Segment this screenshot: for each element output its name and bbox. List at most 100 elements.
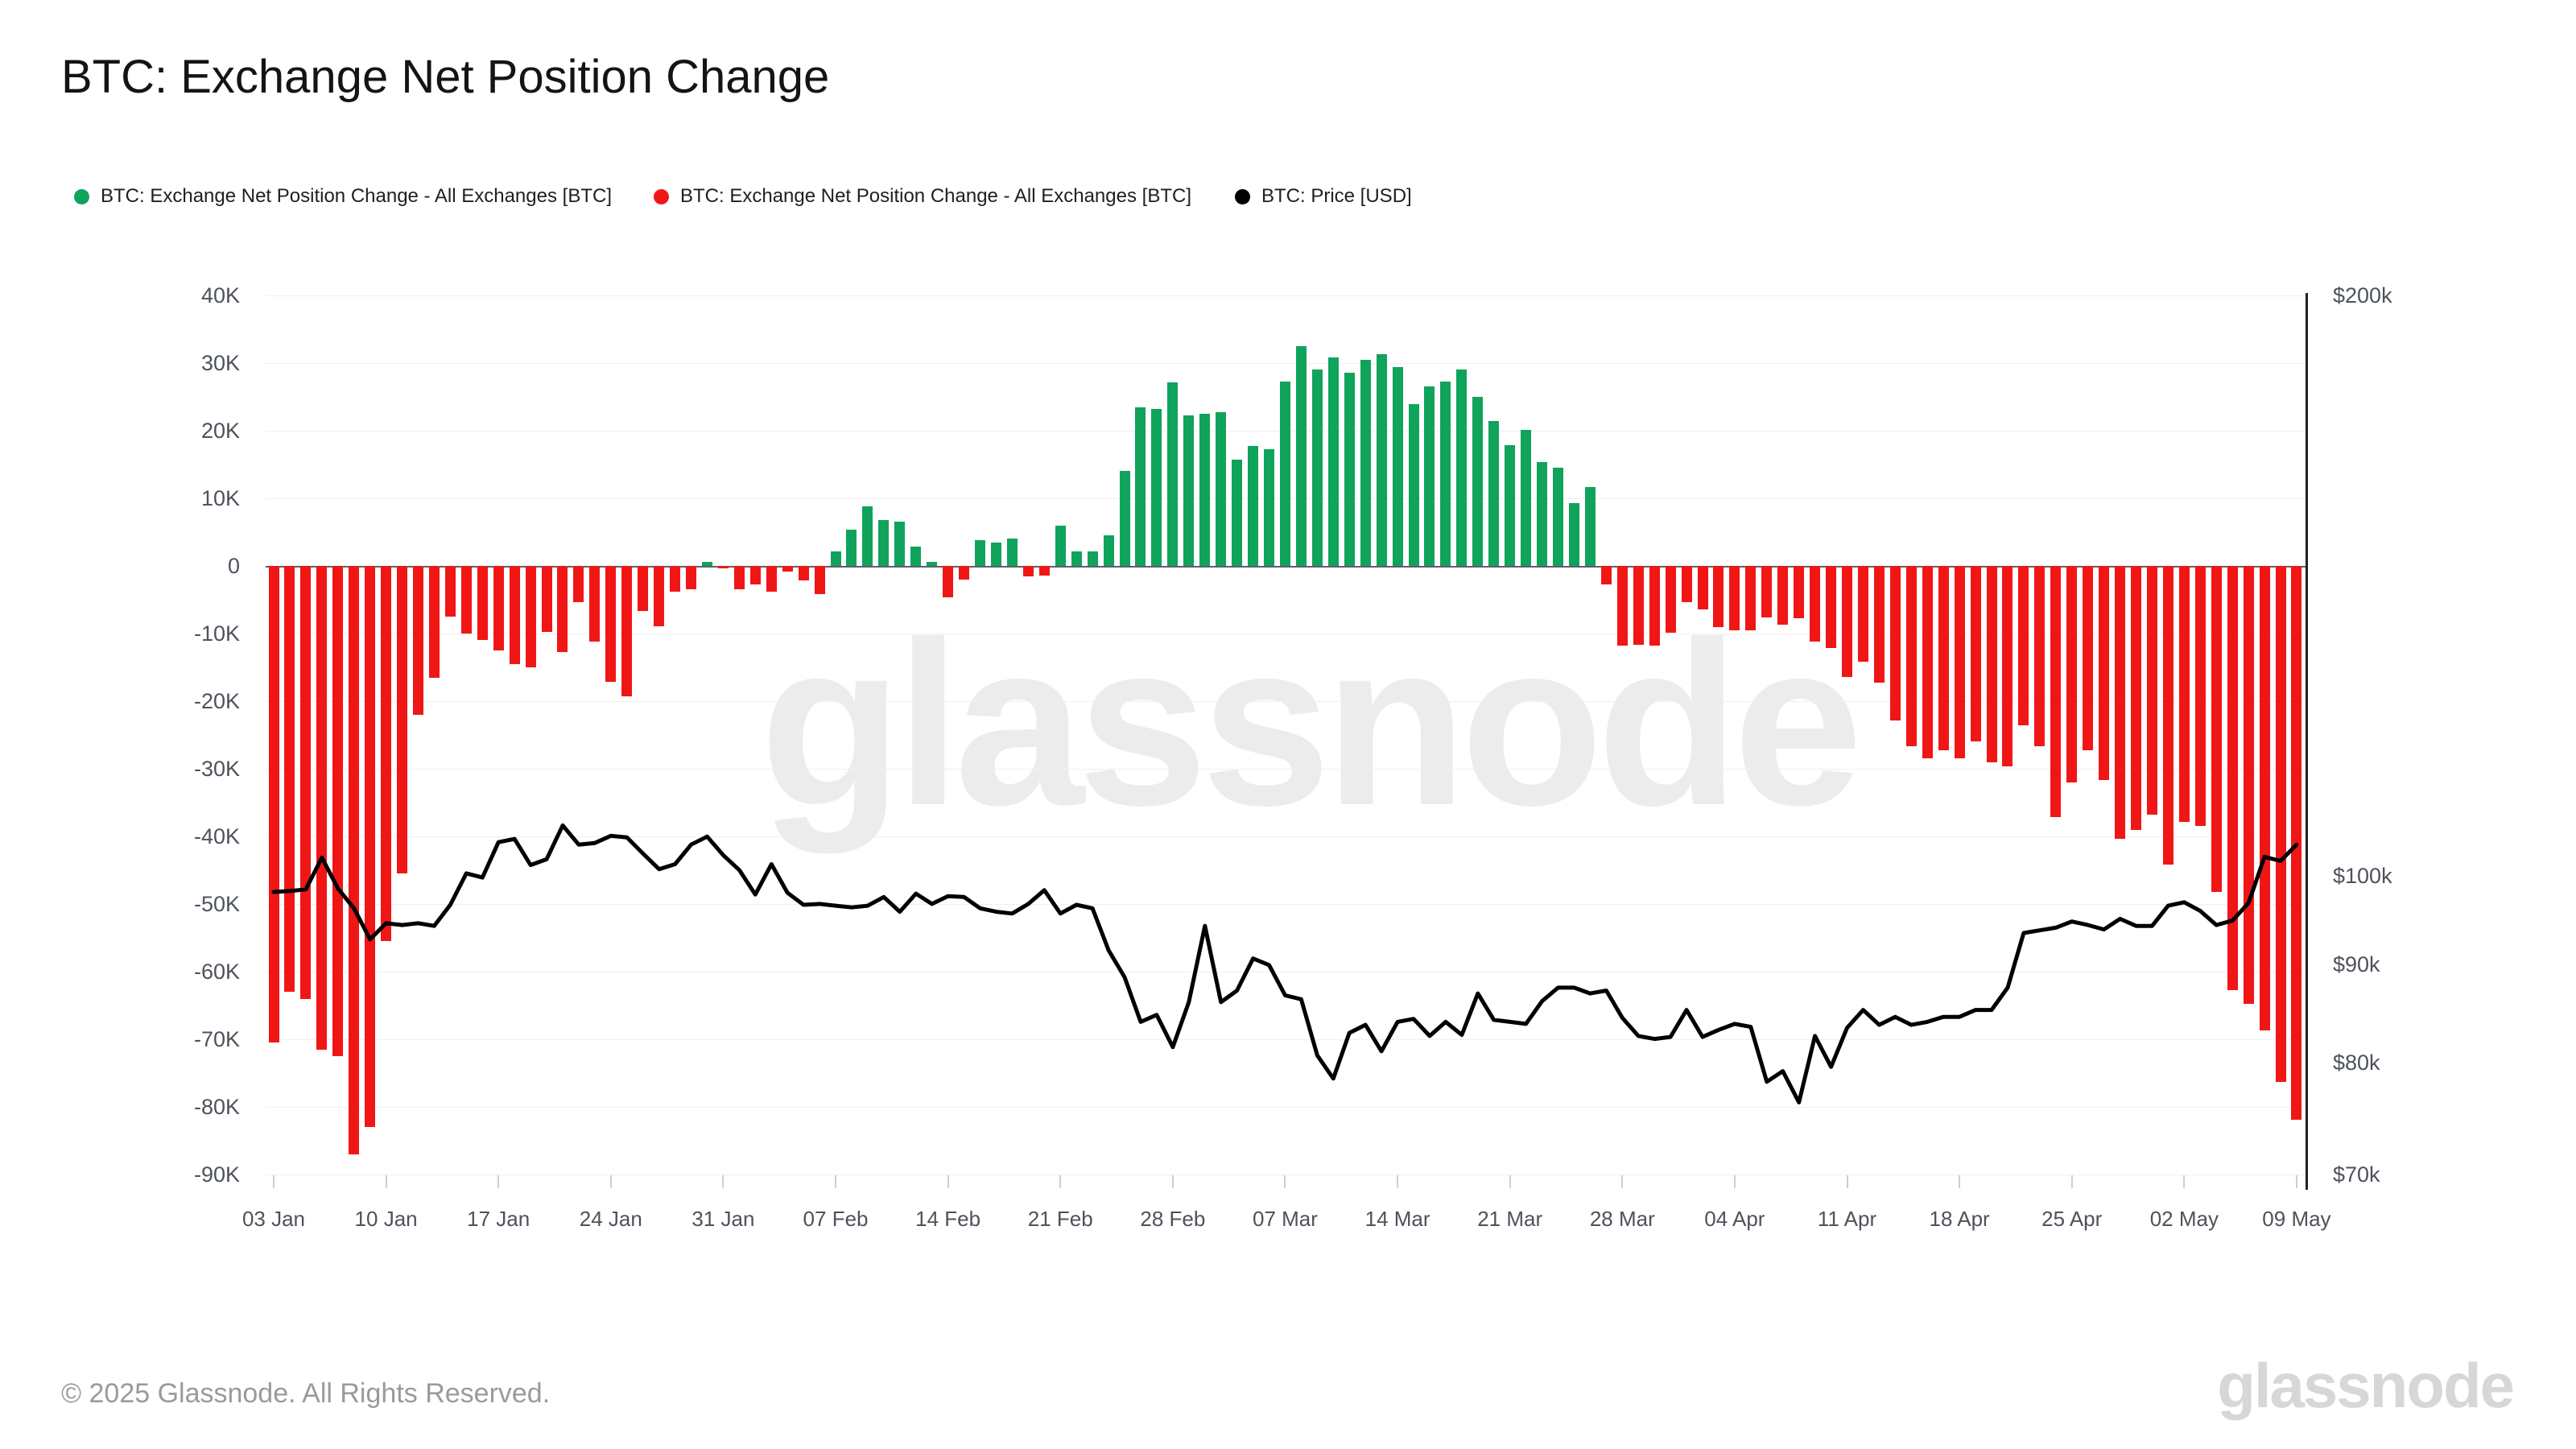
price-line[interactable] xyxy=(266,295,2307,1174)
bar[interactable] xyxy=(381,566,392,942)
bar[interactable] xyxy=(1970,566,1981,741)
bar[interactable] xyxy=(1857,566,1868,663)
legend-item-1[interactable]: BTC: Exchange Net Position Change - All … xyxy=(654,180,1191,213)
bar[interactable] xyxy=(1616,566,1628,646)
bar[interactable] xyxy=(412,566,423,715)
bar[interactable] xyxy=(1521,430,1532,566)
bar[interactable] xyxy=(1537,461,1548,566)
bar[interactable] xyxy=(1986,566,1997,763)
bar[interactable] xyxy=(1649,566,1660,646)
bar[interactable] xyxy=(1279,381,1290,566)
bar[interactable] xyxy=(1456,369,1468,566)
bar[interactable] xyxy=(365,566,376,1128)
bar[interactable] xyxy=(2099,566,2110,781)
bar[interactable] xyxy=(589,566,601,642)
bar[interactable] xyxy=(1873,566,1885,683)
bar[interactable] xyxy=(1424,386,1435,566)
bar[interactable] xyxy=(2115,566,2126,839)
bar[interactable] xyxy=(1745,566,1757,630)
bar[interactable] xyxy=(2146,566,2157,815)
bar[interactable] xyxy=(460,566,472,634)
bar[interactable] xyxy=(1022,566,1034,577)
bar[interactable] xyxy=(1697,566,1708,609)
bar[interactable] xyxy=(1376,354,1387,566)
bar[interactable] xyxy=(2034,566,2046,747)
bar[interactable] xyxy=(1038,566,1050,576)
bar[interactable] xyxy=(1248,446,1259,566)
bar[interactable] xyxy=(910,546,922,566)
bar[interactable] xyxy=(1472,397,1484,566)
bar[interactable] xyxy=(1295,346,1307,566)
bar[interactable] xyxy=(1954,566,1965,759)
bar[interactable] xyxy=(2083,566,2094,751)
bar[interactable] xyxy=(1055,525,1066,566)
bar[interactable] xyxy=(493,566,504,650)
bar[interactable] xyxy=(2194,566,2206,827)
bar[interactable] xyxy=(1392,367,1403,566)
bar[interactable] xyxy=(1810,566,1821,642)
bar[interactable] xyxy=(1729,566,1740,630)
bar[interactable] xyxy=(1103,535,1114,566)
bar[interactable] xyxy=(830,551,841,566)
bar[interactable] xyxy=(332,566,344,1056)
bar[interactable] xyxy=(573,566,584,603)
bar[interactable] xyxy=(1167,382,1179,566)
bar[interactable] xyxy=(927,561,938,566)
bar[interactable] xyxy=(2259,566,2270,1031)
bar[interactable] xyxy=(959,566,970,580)
bar[interactable] xyxy=(1071,551,1082,566)
bar[interactable] xyxy=(798,566,809,581)
bar[interactable] xyxy=(477,566,488,641)
bar[interactable] xyxy=(1633,566,1644,646)
bar[interactable] xyxy=(1344,372,1355,566)
bar[interactable] xyxy=(1905,566,1917,747)
bar[interactable] xyxy=(268,566,279,1043)
bar[interactable] xyxy=(1216,412,1227,566)
bar[interactable] xyxy=(2211,566,2222,892)
bar[interactable] xyxy=(1922,566,1933,759)
bar[interactable] xyxy=(509,566,520,664)
bar[interactable] xyxy=(654,566,665,626)
bar[interactable] xyxy=(1408,404,1419,566)
legend-item-2[interactable]: BTC: Price [USD] xyxy=(1235,180,1412,213)
bar[interactable] xyxy=(1119,470,1130,566)
bar[interactable] xyxy=(1440,381,1451,566)
bar[interactable] xyxy=(638,566,649,612)
bar[interactable] xyxy=(1151,409,1162,566)
bar[interactable] xyxy=(2275,566,2286,1082)
bar[interactable] xyxy=(1087,551,1098,566)
bar[interactable] xyxy=(444,566,456,617)
bar[interactable] xyxy=(1761,566,1773,617)
bar[interactable] xyxy=(1135,407,1146,566)
bar[interactable] xyxy=(1713,566,1724,628)
bar[interactable] xyxy=(349,566,360,1154)
bar[interactable] xyxy=(2178,566,2190,823)
bar[interactable] xyxy=(1600,566,1612,584)
bar[interactable] xyxy=(428,566,440,678)
bar[interactable] xyxy=(557,566,568,652)
bar[interactable] xyxy=(878,519,890,566)
bar[interactable] xyxy=(686,566,697,589)
bar[interactable] xyxy=(1183,415,1195,566)
bar[interactable] xyxy=(284,566,295,993)
bar[interactable] xyxy=(2227,566,2238,990)
plot-area[interactable] xyxy=(266,295,2307,1175)
bar[interactable] xyxy=(1232,460,1243,566)
bar[interactable] xyxy=(1584,486,1596,566)
bar[interactable] xyxy=(1681,566,1692,602)
bar[interactable] xyxy=(1505,444,1516,566)
bar[interactable] xyxy=(541,566,552,633)
bar[interactable] xyxy=(1938,566,1949,751)
bar[interactable] xyxy=(2066,566,2078,782)
bar[interactable] xyxy=(1842,566,1852,677)
bar[interactable] xyxy=(1826,566,1837,648)
bar[interactable] xyxy=(1794,566,1805,618)
bar[interactable] xyxy=(1199,414,1211,566)
bar[interactable] xyxy=(1264,448,1275,566)
bar[interactable] xyxy=(1665,566,1676,634)
bar[interactable] xyxy=(814,566,825,595)
bar[interactable] xyxy=(1311,369,1323,566)
bar[interactable] xyxy=(894,521,906,566)
bar[interactable] xyxy=(397,566,408,874)
bar[interactable] xyxy=(766,566,777,592)
